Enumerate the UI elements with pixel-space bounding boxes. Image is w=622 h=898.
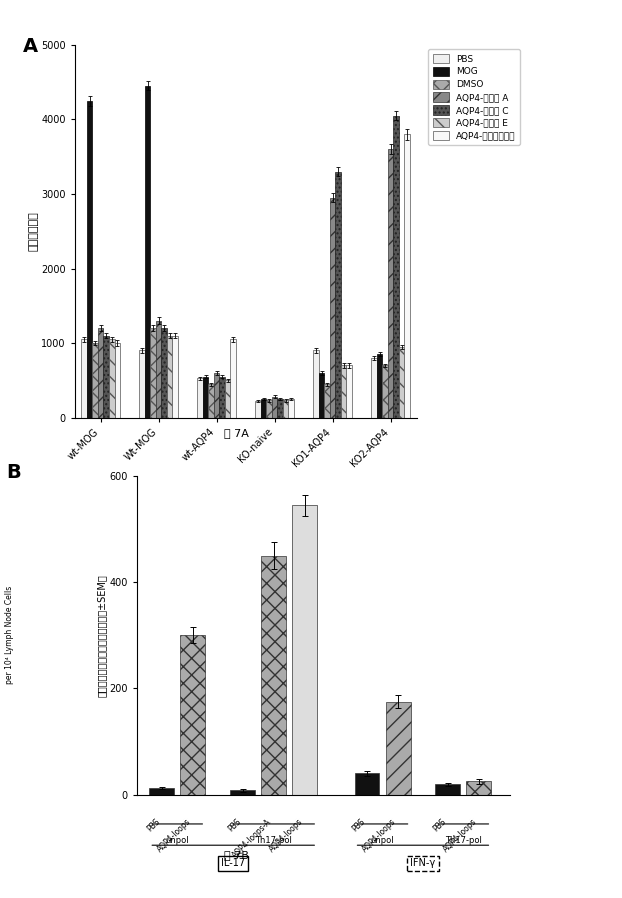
Bar	[289, 399, 294, 418]
Bar	[156, 321, 162, 418]
Text: AQP4-loops: AQP4-loops	[442, 817, 479, 854]
Y-axis label: サイトカイン分泌細胞の数（平均±SEM）: サイトカイン分泌細胞の数（平均±SEM）	[96, 574, 106, 697]
Bar	[230, 790, 255, 795]
Bar	[220, 376, 225, 418]
Bar	[399, 347, 404, 418]
Bar	[283, 401, 289, 418]
Bar	[114, 343, 120, 418]
Text: Th17-pol: Th17-pol	[255, 836, 292, 845]
Bar	[93, 343, 98, 418]
Bar	[325, 384, 330, 418]
Bar	[383, 365, 388, 418]
Bar	[81, 339, 87, 418]
Bar	[109, 339, 114, 418]
Text: IL-17: IL-17	[221, 858, 245, 868]
Bar	[197, 378, 203, 418]
Text: unpol: unpol	[371, 836, 394, 845]
Bar	[404, 135, 410, 418]
Bar	[330, 198, 335, 418]
Bar	[162, 328, 167, 418]
Bar	[393, 116, 399, 418]
Text: PBS: PBS	[145, 817, 162, 833]
Bar	[377, 354, 383, 418]
Bar	[256, 401, 261, 418]
Bar	[261, 556, 286, 795]
Legend: PBS, MOG, DMSO, AQP4-ループ A, AQP4-ループ C, AQP4-ループ E, AQP4-全てのループ: PBS, MOG, DMSO, AQP4-ループ A, AQP4-ループ C, …	[428, 49, 520, 145]
Bar	[272, 397, 277, 418]
Bar	[277, 399, 283, 418]
Text: unpol: unpol	[165, 836, 189, 845]
Text: per 10⁴ Lymph Node Cells: per 10⁴ Lymph Node Cells	[6, 586, 14, 684]
Bar	[335, 172, 341, 418]
Text: A: A	[23, 38, 39, 57]
Bar	[355, 773, 379, 795]
Bar	[341, 365, 346, 418]
Bar	[466, 781, 491, 795]
Bar	[292, 506, 317, 795]
Bar	[225, 381, 231, 418]
Bar	[319, 373, 325, 418]
Bar	[151, 328, 156, 418]
Text: IFN-γ: IFN-γ	[411, 858, 435, 868]
Bar	[313, 350, 319, 418]
Bar	[386, 701, 411, 795]
Text: AQP4-loops-A: AQP4-loops-A	[231, 817, 274, 859]
Bar	[172, 336, 178, 418]
Text: AQP4-loops: AQP4-loops	[361, 817, 398, 854]
Text: Th17-pol: Th17-pol	[445, 836, 482, 845]
Bar	[180, 636, 205, 795]
Bar	[167, 336, 172, 418]
Bar	[145, 86, 151, 418]
Text: PBS: PBS	[431, 817, 448, 833]
Bar	[87, 101, 93, 418]
Text: PBS: PBS	[226, 817, 243, 833]
Bar	[139, 350, 145, 418]
Bar	[388, 149, 393, 418]
Y-axis label: カウント毎分: カウント毎分	[28, 211, 38, 251]
Bar	[98, 328, 103, 418]
Text: 図 7A: 図 7A	[224, 427, 249, 438]
Text: AQP4-loops: AQP4-loops	[156, 817, 193, 854]
Bar	[208, 384, 214, 418]
Bar	[103, 336, 109, 418]
Text: PBS: PBS	[350, 817, 367, 833]
Bar	[346, 365, 352, 418]
Bar	[231, 339, 236, 418]
Bar	[203, 376, 208, 418]
Text: AQP4-loops: AQP4-loops	[267, 817, 305, 854]
Bar	[435, 784, 460, 795]
Bar	[371, 358, 377, 418]
Bar	[261, 399, 266, 418]
Bar	[214, 373, 220, 418]
Text: B: B	[6, 463, 21, 482]
Bar	[149, 788, 174, 795]
Text: 図 7B: 図 7B	[224, 850, 249, 860]
Bar	[266, 401, 272, 418]
